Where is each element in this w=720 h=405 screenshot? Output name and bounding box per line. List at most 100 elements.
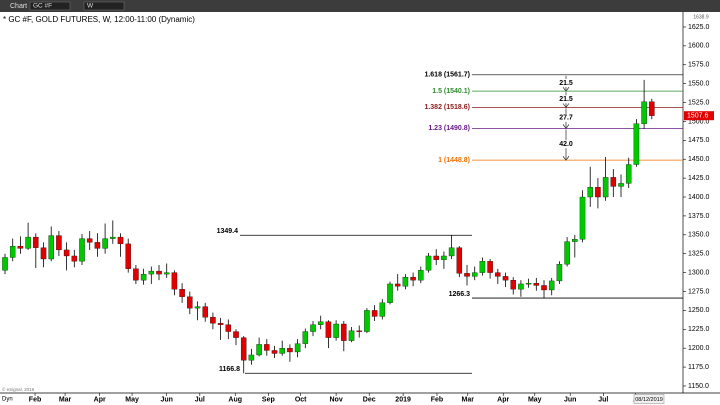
toolbar-interval[interactable]: W — [87, 3, 94, 10]
candle-body — [618, 183, 624, 187]
candle-body — [548, 280, 555, 291]
candle-body — [487, 261, 493, 273]
candle-body — [302, 331, 309, 344]
candle-body — [595, 187, 601, 198]
candle-body — [572, 239, 578, 242]
measure-bg — [556, 95, 576, 104]
last-price-label: 1507.6 — [687, 113, 709, 120]
candle-body — [9, 245, 16, 258]
measure-arrow — [562, 124, 570, 129]
candle-body — [356, 330, 362, 332]
candle-body — [641, 101, 647, 124]
x-tick-label: Feb — [431, 396, 443, 403]
x-tick-label: Mar — [462, 396, 475, 403]
x-tick-label: Oct — [295, 396, 307, 403]
y-tick-label: 1625.0 — [688, 24, 710, 31]
measure-bg — [556, 113, 576, 122]
candle-body — [371, 310, 378, 317]
candle-body — [402, 276, 409, 287]
axis-top-label: 1638.9 — [693, 14, 709, 20]
x-tick-label: Mar — [59, 396, 72, 403]
y-tick-label: 1250.0 — [688, 307, 710, 314]
x-tick-label: Sep — [262, 396, 275, 403]
candle-body — [464, 273, 470, 277]
candle-body — [479, 261, 486, 273]
interval-box[interactable] — [83, 1, 125, 11]
candle-body — [117, 236, 124, 245]
y-tick-label: 1150.0 — [688, 383, 709, 390]
candle-body — [433, 255, 439, 260]
y-tick-label: 1525.0 — [688, 99, 710, 106]
candle-body — [179, 289, 185, 297]
y-tick-label: 1550.0 — [688, 80, 710, 87]
candle-body — [495, 272, 501, 277]
x-tick-label: Nov — [329, 396, 342, 403]
candle-body — [210, 317, 216, 324]
candle-body — [125, 243, 131, 269]
y-tick-label: 1175.0 — [688, 364, 709, 371]
level-label: 1266.3 — [449, 291, 471, 298]
candle-body — [240, 337, 247, 361]
toolbar-symbol[interactable]: GC #F — [33, 3, 52, 10]
x-tick-label: Aug — [228, 396, 242, 403]
measure-bg — [556, 78, 576, 87]
candle-body — [294, 343, 301, 353]
candle-body — [448, 247, 455, 257]
candle-body — [110, 236, 116, 239]
candle-body — [86, 238, 93, 243]
x-tick-label: Apr — [94, 396, 106, 403]
candle-body — [394, 283, 401, 287]
measure-arrow — [562, 155, 570, 161]
measure-label: 21.5 — [559, 80, 573, 87]
candle-body — [518, 283, 524, 290]
x-tick-label: Dec — [363, 396, 376, 403]
candle-body — [171, 272, 178, 290]
candle-body — [418, 270, 424, 281]
candle-body — [441, 255, 447, 260]
fib-label: 1 (1448.8) — [438, 157, 470, 164]
y-tick-label: 1350.0 — [688, 232, 710, 239]
y-tick-label: 1475.0 — [688, 137, 710, 144]
candle-body — [364, 310, 370, 332]
symbol-box[interactable] — [29, 1, 71, 11]
toolbar-app[interactable]: Chart — [10, 3, 27, 10]
x-tick-label: May — [528, 396, 542, 403]
candle-body — [225, 324, 232, 332]
candle-body — [533, 283, 540, 286]
y-tick-label: 1275.0 — [688, 288, 710, 295]
candle-body — [333, 323, 339, 338]
candle-body — [25, 236, 31, 249]
candle-body — [248, 354, 255, 361]
level-label: 1166.8 — [219, 366, 240, 373]
x-tick-label: Apr — [497, 396, 509, 403]
candle-body — [94, 242, 101, 249]
candle-body — [625, 164, 632, 184]
candle-body — [587, 187, 593, 198]
candle-body — [140, 273, 147, 281]
cursor-date-box — [633, 394, 665, 404]
candle-body — [17, 245, 24, 249]
x-tick-label: Jun — [160, 396, 172, 403]
candle-body — [317, 321, 324, 325]
candle-body — [102, 238, 108, 249]
x-tick-label: 2019 — [395, 396, 411, 403]
cursor-date: 08/12/2019 — [635, 397, 663, 403]
candle-body — [649, 101, 655, 116]
candle-body — [63, 249, 70, 257]
corner-label: Dyn — [2, 397, 13, 403]
candle-body — [194, 306, 201, 309]
y-tick-label: 1575.0 — [688, 62, 710, 69]
candle-body — [156, 270, 162, 275]
fib-label: 1.618 (1561.7) — [424, 72, 470, 79]
measure-arrow — [562, 86, 570, 92]
candle-body — [387, 283, 393, 303]
level-label: 1349.4 — [217, 228, 239, 235]
candle-body — [456, 247, 463, 274]
candle-body — [287, 348, 293, 353]
y-tick-label: 1600.0 — [688, 43, 710, 50]
candle-body — [579, 196, 586, 240]
measure-label: 27.7 — [559, 115, 573, 122]
measure-bg — [556, 140, 576, 149]
y-tick-label: 1500.0 — [688, 118, 710, 125]
candle-body — [133, 268, 139, 281]
